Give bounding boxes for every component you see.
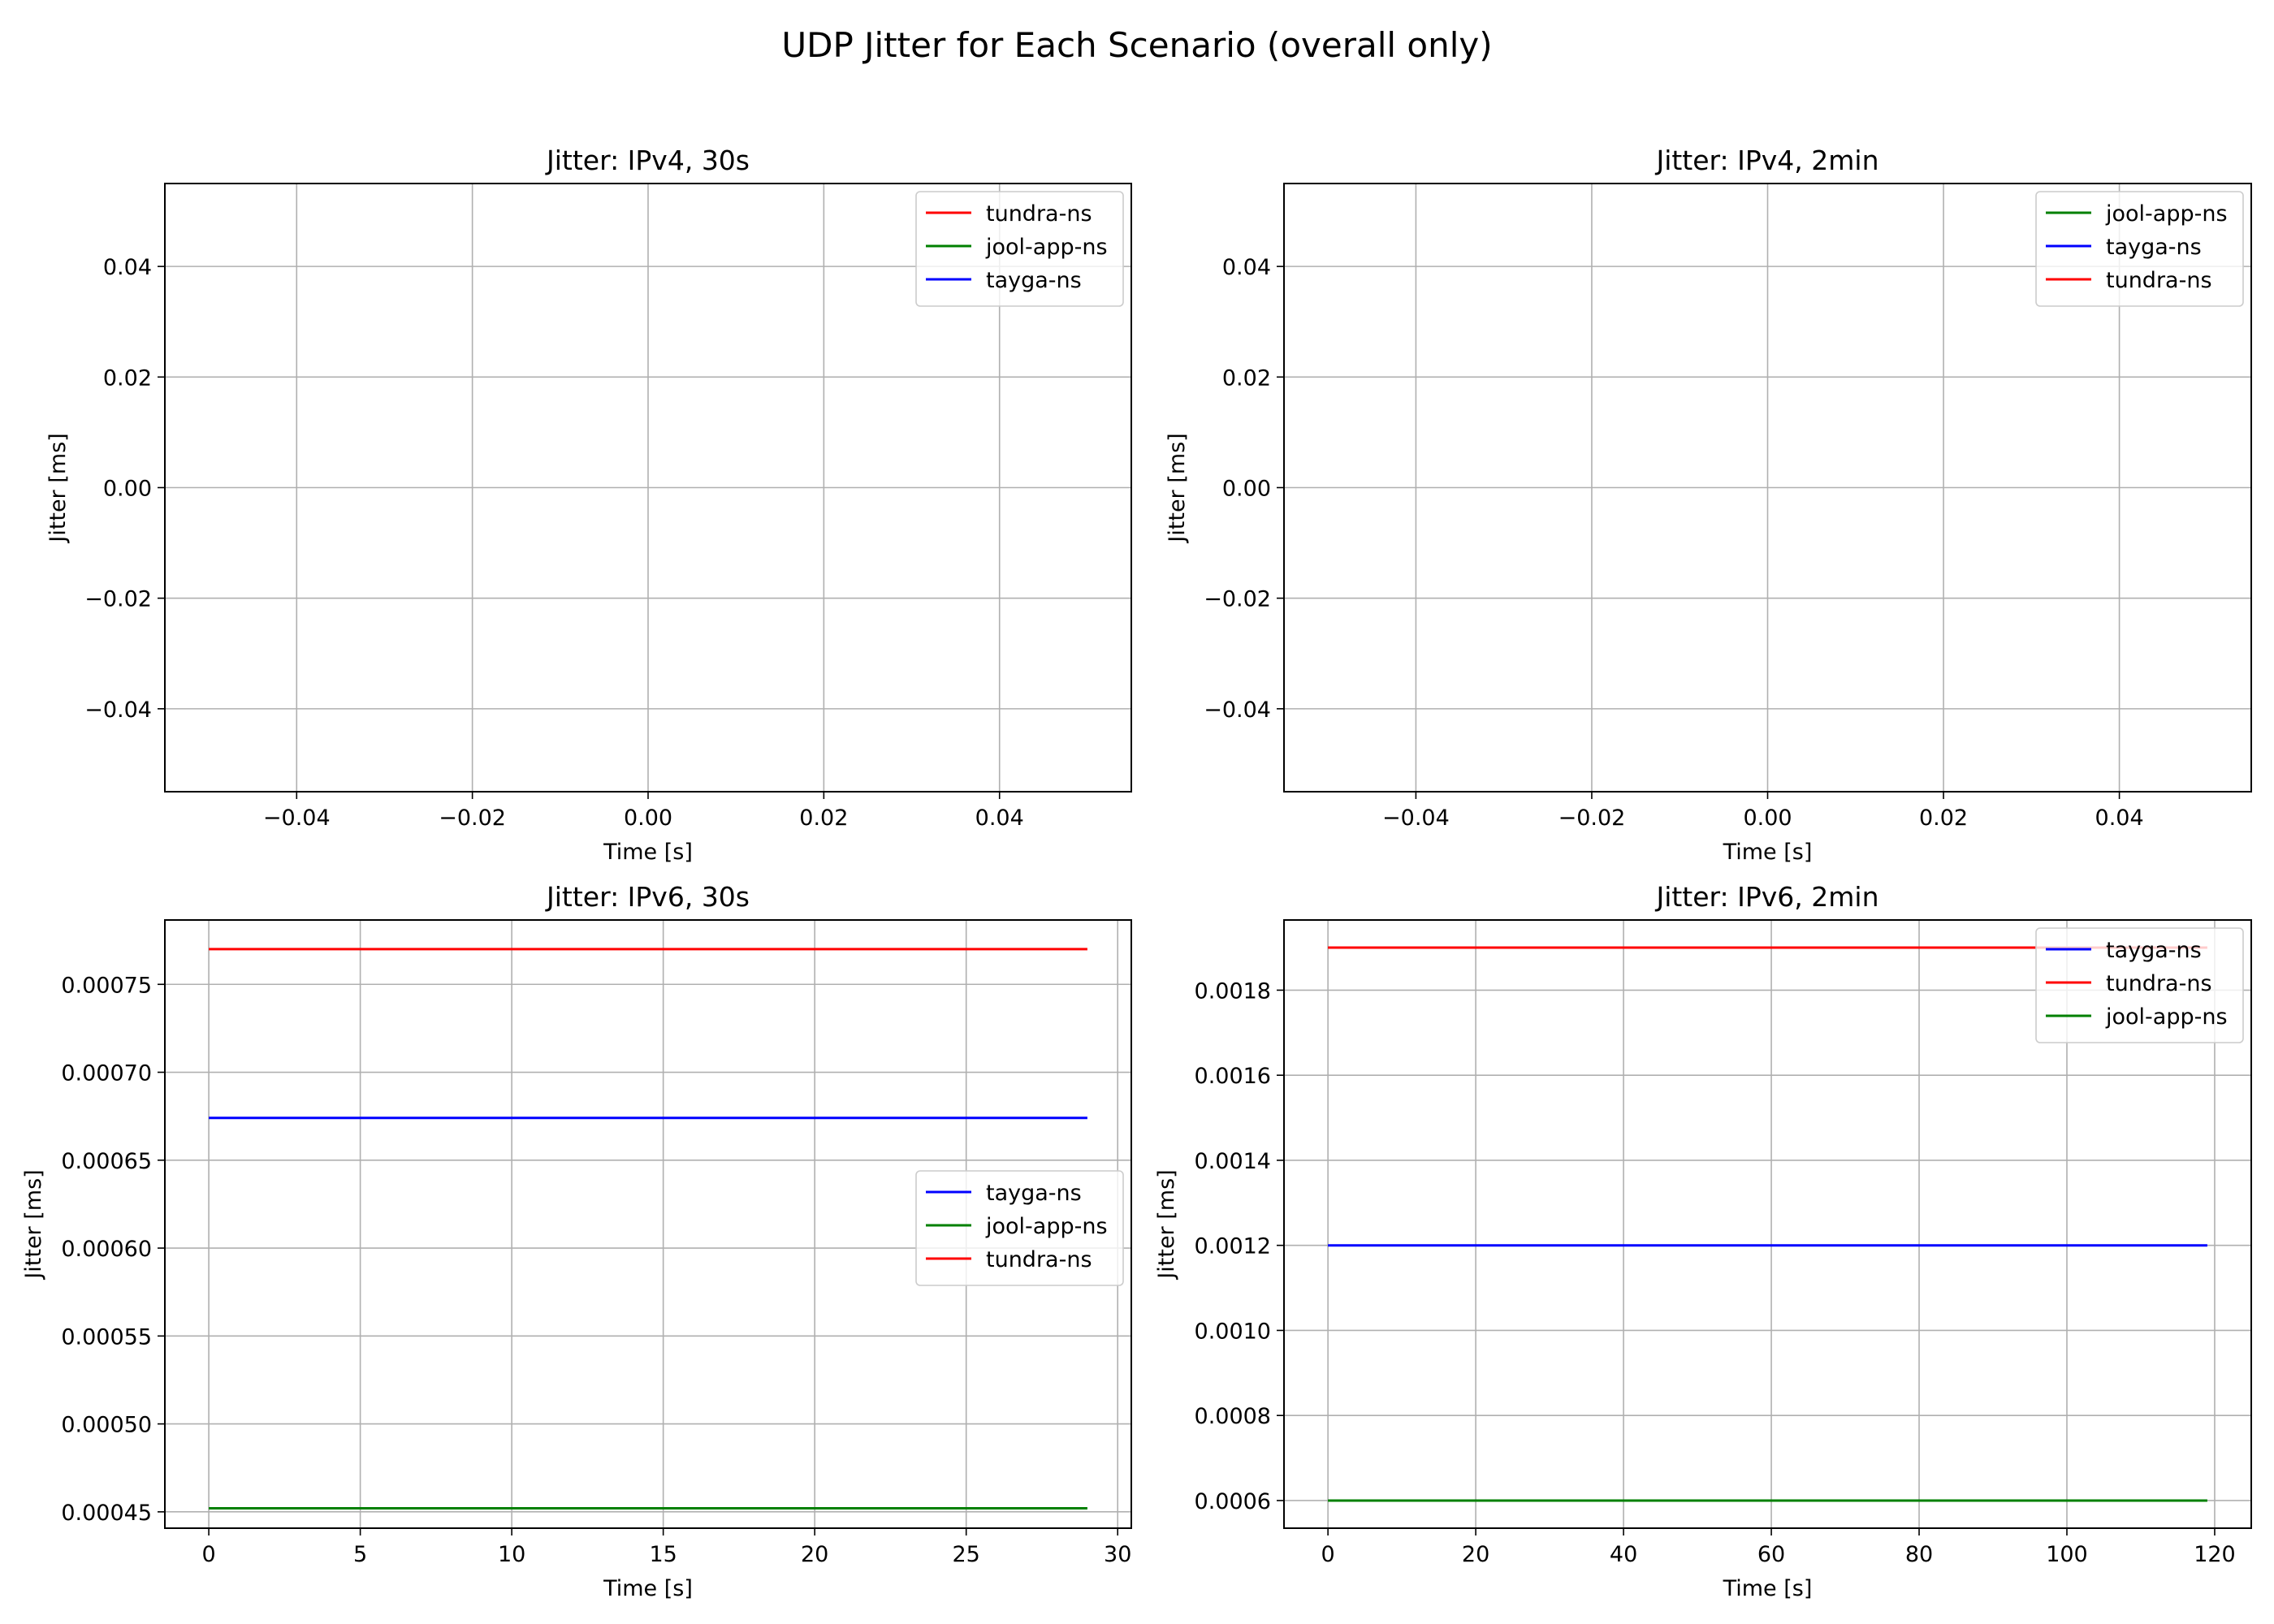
legend-box: [2035, 191, 2244, 307]
x-tick-label: 30: [1104, 1542, 1131, 1567]
y-tick-label: 0.00065: [61, 1149, 152, 1174]
x-tick-label: 5: [353, 1542, 367, 1567]
y-tick-label: 0.04: [103, 255, 152, 280]
x-tick-label: −0.04: [263, 806, 331, 831]
legend-entry: tayga-ns: [986, 1181, 1082, 1206]
x-tick-label: 60: [1757, 1542, 1785, 1567]
x-tick-label: 120: [2194, 1542, 2236, 1567]
x-tick-label: 0: [201, 1542, 215, 1567]
legend-box: [915, 191, 1124, 307]
x-tick-label: −0.02: [439, 806, 506, 831]
legend: tayga-ns jool-app-ns tundra-ns: [915, 1170, 1124, 1286]
subplot-2: −0.04 −0.02 0.00 0.02 0.04 −0.04 −0.02 0.00 0.02…: [1165, 145, 2252, 865]
y-axis-label: Jitter [ms]: [45, 433, 71, 543]
figure-title: UDP Jitter for Each Scenario (overall on…: [781, 25, 1492, 65]
y-axis-label: Jitter [ms]: [1154, 1169, 1179, 1280]
y-tick-label: 0.00055: [61, 1324, 152, 1350]
y-tick-label: 0.00075: [61, 973, 152, 998]
legend: tayga-ns tundra-ns jool-app-ns: [2035, 927, 2244, 1043]
legend-entry: tundra-ns: [986, 1247, 1092, 1272]
x-tick-label: 0.02: [1919, 806, 1968, 831]
x-tick-label: 100: [2046, 1542, 2088, 1567]
subplot-title: Jitter: IPv4, 2min: [1654, 145, 1878, 176]
legend-entry: jool-app-ns: [2105, 1004, 2228, 1030]
y-tick-label: −0.02: [84, 587, 152, 612]
subplot-4: 0 20 40 60 80 100 120 0.0006 0.0008 0.0010 0.0012 0…: [1154, 881, 2252, 1601]
x-axis-label: Time [s]: [1723, 840, 1813, 865]
legend-entry: jool-app-ns: [985, 1214, 1108, 1239]
subplot-title: Jitter: IPv6, 2min: [1654, 881, 1878, 913]
y-axis-label: Jitter [ms]: [1165, 433, 1190, 543]
y-tick-label: 0.0012: [1195, 1234, 1271, 1259]
x-tick-label: 15: [649, 1542, 677, 1567]
y-tick-label: 0.00050: [61, 1413, 152, 1438]
legend-entry: jool-app-ns: [985, 235, 1108, 260]
y-tick-label: 0.00070: [61, 1061, 152, 1086]
y-tick-label: 0.00: [103, 477, 152, 502]
x-tick-label: 0: [1321, 1542, 1335, 1567]
y-tick-label: −0.02: [1204, 587, 1271, 612]
subplots: −0.04 −0.02 0.00 0.02 0.04 −0.04 −0.02 0.00 0.02…: [21, 145, 2252, 1601]
y-tick-label: 0.0016: [1195, 1064, 1271, 1089]
legend-entry: tundra-ns: [2106, 268, 2212, 293]
x-tick-label: 0.04: [2095, 806, 2144, 831]
y-tick-label: −0.04: [84, 698, 152, 723]
legend-box: [2035, 927, 2244, 1043]
y-tick-label: 0.02: [1222, 365, 1271, 391]
legend-entry: tundra-ns: [986, 201, 1092, 227]
x-tick-label: 80: [1905, 1542, 1933, 1567]
y-tick-label: 0.0010: [1195, 1319, 1271, 1344]
subplot-title: Jitter: IPv4, 30s: [545, 145, 750, 176]
x-tick-label: 0.00: [624, 806, 672, 831]
legend-entry: tundra-ns: [2106, 971, 2212, 996]
subplot-title: Jitter: IPv6, 30s: [545, 881, 750, 913]
axes-frame: [1283, 919, 2252, 1529]
x-tick-label: 25: [953, 1542, 980, 1567]
x-tick-label: 0.00: [1743, 806, 1792, 831]
x-axis-label: Time [s]: [603, 840, 693, 865]
y-tick-label: 0.00: [1222, 477, 1271, 502]
x-tick-label: 20: [1462, 1542, 1489, 1567]
y-tick-label: 0.00045: [61, 1501, 152, 1526]
y-tick-label: 0.02: [103, 365, 152, 391]
axes-frame: [164, 919, 1132, 1529]
x-tick-label: 10: [498, 1542, 525, 1567]
legend: jool-app-ns tayga-ns tundra-ns: [2035, 191, 2244, 307]
legend-entry: jool-app-ns: [2105, 201, 2228, 227]
legend-box: [915, 1170, 1124, 1286]
legend-entry: tayga-ns: [2106, 938, 2202, 963]
subplot-1: −0.04 −0.02 0.00 0.02 0.04 −0.04 −0.02 0.00 0.02…: [45, 145, 1132, 865]
x-tick-label: 0.04: [975, 806, 1024, 831]
y-tick-label: 0.0006: [1195, 1489, 1271, 1514]
y-axis-label: Jitter [ms]: [21, 1169, 46, 1280]
x-tick-label: 40: [1610, 1542, 1637, 1567]
x-axis-label: Time [s]: [603, 1576, 693, 1601]
legend: tundra-ns jool-app-ns tayga-ns: [915, 191, 1124, 307]
y-tick-label: 0.0018: [1195, 978, 1271, 1004]
y-tick-label: 0.0008: [1195, 1404, 1271, 1429]
y-tick-label: 0.0014: [1195, 1149, 1271, 1174]
x-axis-label: Time [s]: [1723, 1576, 1813, 1601]
x-tick-label: 0.02: [799, 806, 848, 831]
x-tick-label: −0.04: [1382, 806, 1450, 831]
subplot-3: 0 5 10 15 20 25 30 0.00045 0.00050 0.00055 0.00060…: [21, 881, 1132, 1601]
y-tick-label: 0.04: [1222, 255, 1271, 280]
y-tick-label: 0.00060: [61, 1237, 152, 1262]
x-tick-label: −0.02: [1559, 806, 1626, 831]
y-tick-label: −0.04: [1204, 698, 1271, 723]
legend-entry: tayga-ns: [2106, 235, 2202, 260]
x-tick-label: 20: [801, 1542, 828, 1567]
legend-entry: tayga-ns: [986, 268, 1082, 293]
